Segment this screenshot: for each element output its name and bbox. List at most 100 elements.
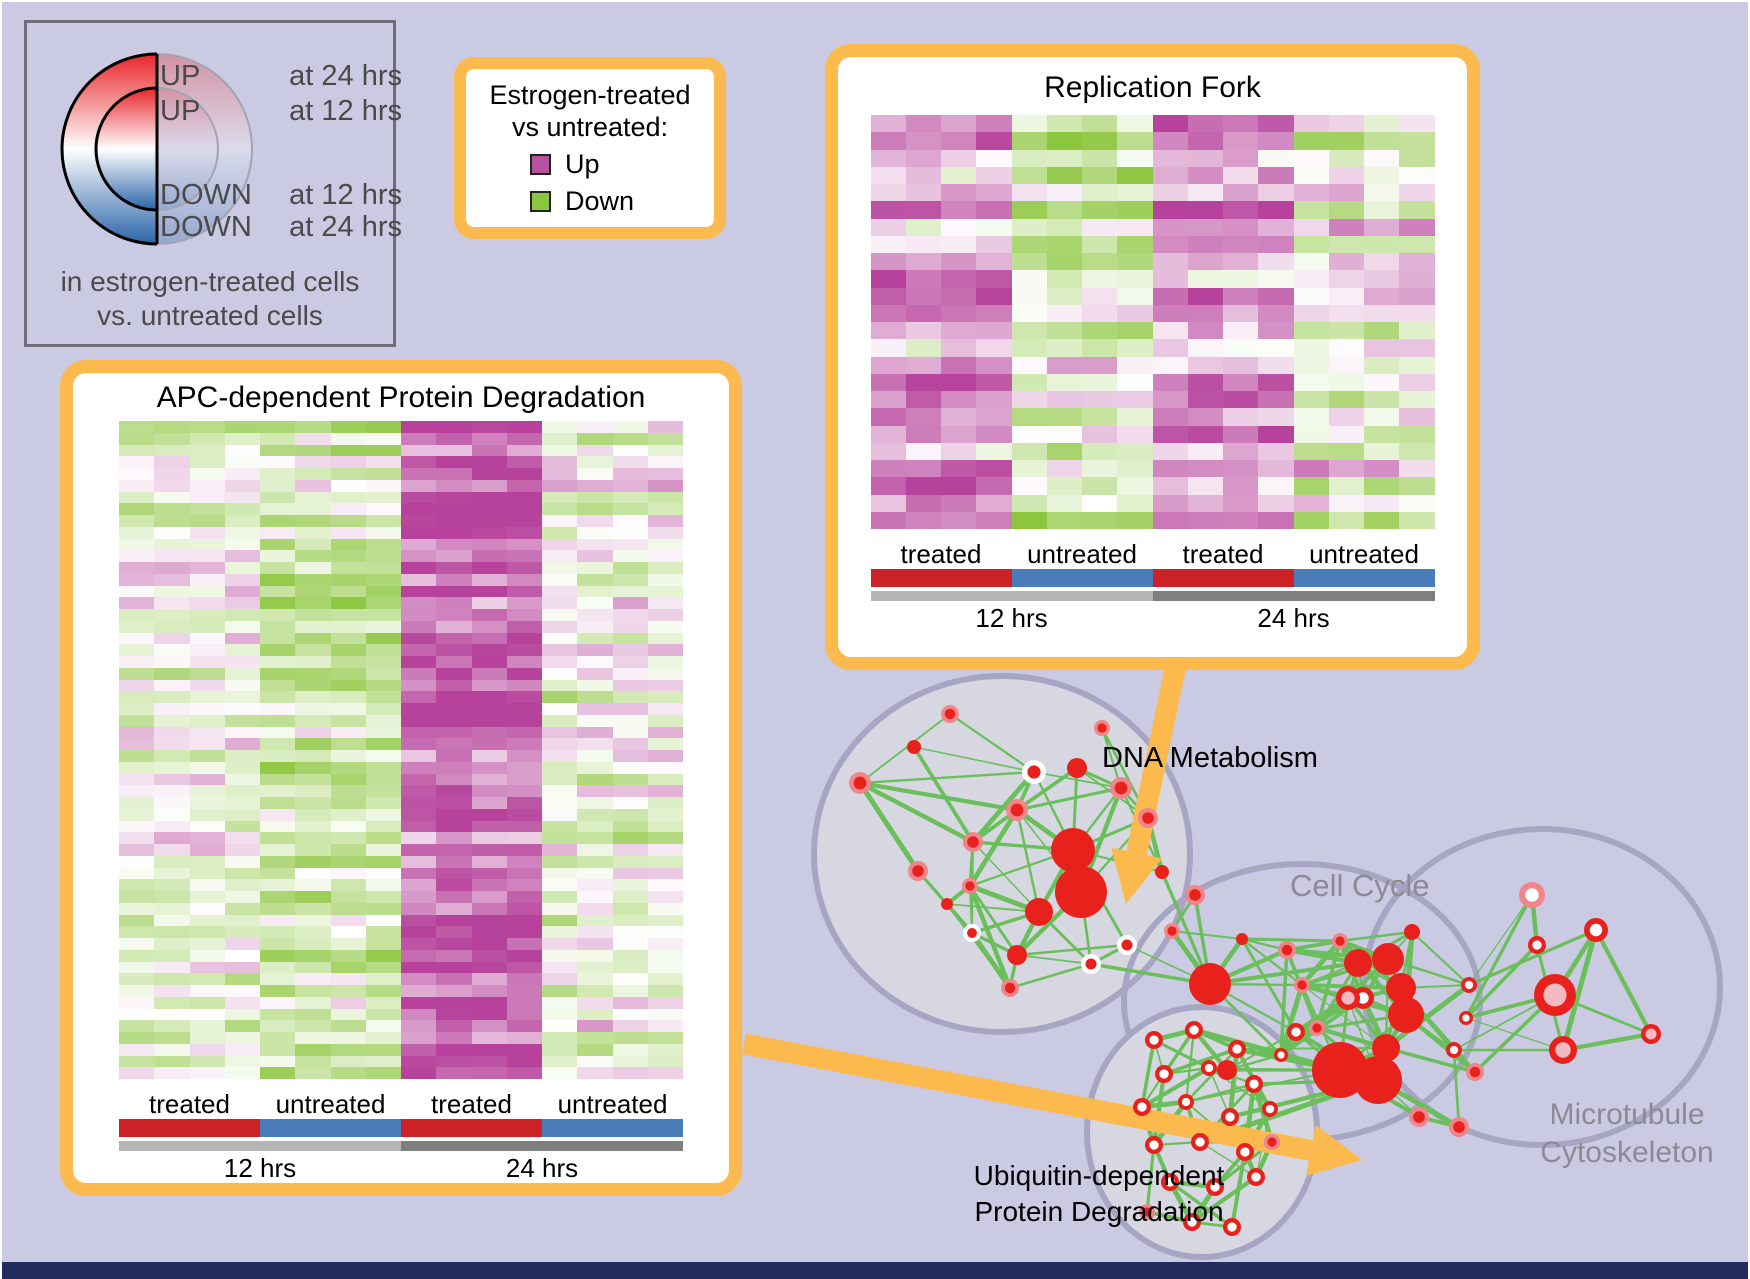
heatmap-cell — [976, 356, 1012, 374]
heatmap-cell — [647, 550, 683, 563]
heatmap-cell — [436, 421, 472, 433]
heatmap-cell — [506, 1055, 542, 1068]
heatmap-cell — [577, 879, 613, 892]
heatmap-cell — [647, 1067, 683, 1080]
heatmap-cell — [471, 761, 507, 774]
ring-time-label: at 12 hrs — [289, 95, 402, 127]
heatmap-cell — [647, 1055, 683, 1068]
heatmap-cell — [471, 479, 507, 492]
heatmap-cell — [260, 1032, 296, 1044]
heatmap-cell — [436, 444, 472, 457]
network-node-solid — [1067, 758, 1087, 778]
heatmap-cell — [189, 620, 225, 633]
heatmap-cell — [471, 844, 507, 856]
heatmap-cell — [224, 620, 260, 633]
heatmap-cell — [542, 914, 578, 927]
heatmap-cell — [870, 166, 906, 184]
heatmap-cell — [436, 726, 472, 739]
heatmap-cell — [471, 632, 507, 645]
heatmap-cell — [471, 456, 507, 468]
heatmap-cell — [870, 235, 906, 253]
heatmap-cell — [1399, 391, 1435, 409]
heatmap-cell — [1152, 442, 1188, 460]
heatmap-cell — [1046, 132, 1082, 150]
heatmap-cell — [1364, 270, 1400, 288]
heatmap-cell — [1011, 201, 1047, 219]
heatmap-cell — [506, 573, 542, 586]
heatmap-cell — [1399, 442, 1435, 460]
heatmap-cell — [542, 597, 578, 610]
heatmap-cell — [224, 1008, 260, 1021]
heatmap-cell — [471, 714, 507, 727]
ring-caption: in estrogen-treated cells vs. untreated … — [27, 265, 393, 333]
network-node-halo-center — [1312, 1023, 1322, 1033]
heatmap-cell — [260, 432, 296, 445]
heatmap-cell — [506, 432, 542, 445]
heatmap-cell — [260, 620, 296, 633]
heatmap-cell — [436, 750, 472, 762]
heatmap-cell — [1152, 425, 1188, 443]
heatmap-cell — [612, 985, 648, 997]
heatmap-cell — [154, 503, 190, 515]
heatmap-cell — [330, 949, 366, 962]
heatmap-cell — [471, 421, 507, 433]
heatmap-cell — [401, 703, 437, 715]
heatmap-cell — [941, 149, 977, 167]
heatmap-cell — [471, 1055, 507, 1068]
heatmap-cell — [471, 820, 507, 833]
network-edge — [857, 781, 921, 873]
heatmap-cell — [189, 679, 225, 692]
heatmap-cell — [119, 444, 155, 457]
heatmap-cell — [1399, 235, 1435, 253]
heatmap-cell — [330, 973, 366, 986]
heatmap-cell — [365, 1032, 401, 1044]
network-edge — [859, 770, 1035, 785]
heatmap-cell — [1082, 425, 1118, 443]
heatmap-cell — [905, 425, 941, 443]
heatmap-cell — [471, 585, 507, 598]
network-node-solid — [1189, 963, 1231, 1005]
heatmap-cell — [295, 938, 331, 950]
heatmap-cell — [436, 832, 472, 845]
heatmap-cell — [1328, 373, 1364, 391]
heatmap-cell — [224, 867, 260, 880]
heatmap-cell — [941, 391, 977, 409]
heatmap-cell — [612, 644, 648, 657]
heatmap-cell — [224, 421, 260, 433]
heatmap-cell — [260, 879, 296, 892]
heatmap-cell — [1364, 477, 1400, 495]
figure-bottom-strip — [2, 1262, 1748, 1279]
rf-time-bar — [870, 591, 1435, 601]
heatmap-cell — [577, 914, 613, 927]
heatmap-cell — [577, 844, 613, 856]
heatmap-cell — [119, 573, 155, 586]
heatmap-cell — [189, 1043, 225, 1056]
heatmap-cell — [471, 444, 507, 457]
heatmap-cell — [189, 750, 225, 762]
heatmap-cell — [401, 585, 437, 598]
heatmap-cell — [119, 562, 155, 574]
heatmap-cell — [1293, 218, 1329, 236]
heatmap-cell — [1258, 391, 1294, 409]
heatmap-cell — [365, 585, 401, 598]
heatmap-cell — [941, 270, 977, 288]
heatmap-cell — [1046, 511, 1082, 529]
heatmap-cell — [1258, 115, 1294, 133]
heatmap-cell — [401, 667, 437, 680]
heatmap-cell — [647, 679, 683, 692]
network-node-ring-center — [1277, 1051, 1285, 1059]
heatmap-cell — [542, 644, 578, 657]
heatmap-cell — [365, 973, 401, 986]
heatmap-cell — [1187, 511, 1223, 529]
heatmap-cell — [119, 1043, 155, 1056]
heatmap-cell — [647, 996, 683, 1009]
heatmap-cell — [189, 421, 225, 433]
heatmap-cell — [295, 656, 331, 668]
heatmap-cell — [260, 844, 296, 856]
heatmap-cell — [471, 597, 507, 610]
heatmap-cell — [436, 503, 472, 515]
heatmap-cell — [224, 703, 260, 715]
heatmap-cell — [941, 511, 977, 529]
heatmap-cell — [119, 797, 155, 809]
heatmap-cell — [647, 949, 683, 962]
